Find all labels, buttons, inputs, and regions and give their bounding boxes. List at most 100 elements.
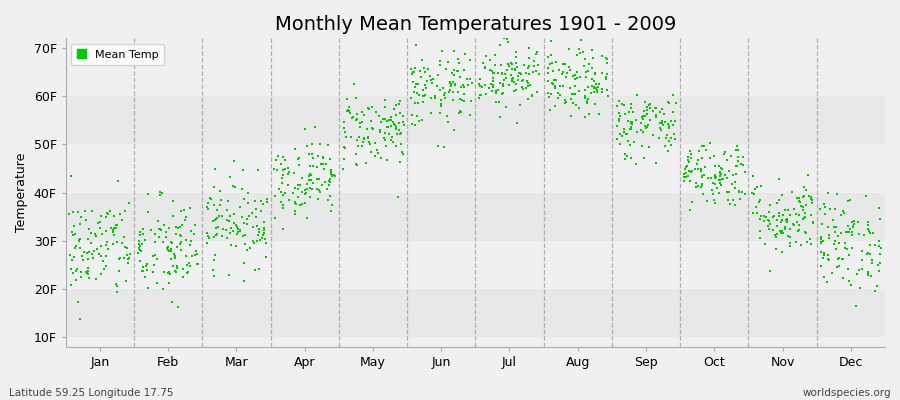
- Point: [830, 191, 844, 198]
- Point: [353, 120, 367, 126]
- Point: [797, 214, 812, 220]
- Point: [248, 214, 263, 220]
- Point: [458, 51, 473, 58]
- Point: [173, 224, 187, 230]
- Point: [839, 228, 853, 235]
- Point: [508, 54, 523, 60]
- Point: [368, 109, 382, 115]
- Point: [361, 105, 375, 112]
- Point: [251, 228, 266, 235]
- Point: [691, 157, 706, 163]
- Point: [107, 213, 122, 219]
- Point: [704, 174, 718, 181]
- Point: [634, 120, 648, 126]
- Point: [778, 217, 793, 224]
- Point: [814, 240, 829, 246]
- Point: [499, 104, 513, 110]
- Point: [522, 70, 536, 77]
- Point: [164, 256, 178, 262]
- Point: [367, 153, 382, 159]
- Point: [591, 111, 606, 117]
- Bar: [66, 48, 885, 96]
- Point: [446, 72, 461, 78]
- Point: [101, 211, 115, 218]
- Point: [500, 36, 515, 42]
- Point: [166, 251, 181, 257]
- Point: [483, 80, 498, 87]
- Point: [634, 127, 648, 134]
- Point: [834, 256, 849, 262]
- Point: [746, 210, 760, 216]
- Point: [640, 103, 654, 110]
- Point: [735, 162, 750, 168]
- Point: [78, 268, 93, 275]
- Point: [558, 60, 572, 67]
- Point: [89, 276, 104, 282]
- Point: [220, 216, 234, 223]
- Point: [236, 167, 250, 173]
- Point: [444, 80, 458, 86]
- Point: [286, 190, 301, 196]
- Point: [409, 81, 423, 87]
- Point: [752, 235, 767, 241]
- Point: [288, 200, 302, 206]
- Point: [188, 222, 202, 228]
- Point: [598, 74, 613, 81]
- Point: [695, 172, 709, 179]
- Point: [417, 65, 431, 72]
- Point: [232, 204, 247, 211]
- Point: [845, 232, 859, 238]
- Point: [724, 153, 738, 160]
- Point: [802, 193, 816, 200]
- Point: [578, 93, 592, 100]
- Point: [526, 68, 540, 75]
- Point: [393, 110, 408, 116]
- Point: [706, 187, 720, 193]
- Point: [140, 285, 155, 291]
- Point: [556, 61, 571, 68]
- Point: [372, 149, 386, 156]
- Point: [464, 76, 478, 82]
- Point: [668, 136, 682, 142]
- Point: [815, 254, 830, 261]
- Point: [446, 79, 460, 85]
- Point: [131, 238, 146, 245]
- Point: [389, 126, 403, 133]
- Point: [408, 84, 422, 90]
- Point: [324, 169, 338, 176]
- Point: [590, 87, 604, 94]
- Point: [260, 199, 274, 205]
- Point: [388, 122, 402, 128]
- Point: [384, 123, 399, 129]
- Point: [140, 266, 154, 273]
- Point: [206, 202, 220, 208]
- Point: [706, 153, 721, 159]
- Point: [585, 76, 599, 82]
- Point: [230, 224, 244, 230]
- Point: [486, 78, 500, 84]
- Point: [721, 197, 735, 203]
- Point: [698, 164, 712, 170]
- Point: [302, 194, 317, 200]
- Point: [716, 151, 731, 158]
- Point: [349, 117, 364, 124]
- Point: [311, 153, 326, 159]
- Point: [708, 174, 723, 180]
- Point: [298, 126, 312, 132]
- Point: [396, 113, 410, 119]
- Point: [63, 252, 77, 258]
- Point: [66, 208, 80, 215]
- Point: [276, 192, 291, 198]
- Point: [384, 134, 399, 140]
- Point: [77, 208, 92, 214]
- Point: [136, 226, 150, 232]
- Point: [305, 151, 320, 157]
- Point: [865, 260, 879, 266]
- Point: [415, 57, 429, 63]
- Point: [215, 232, 230, 239]
- Point: [227, 210, 241, 217]
- Point: [501, 38, 516, 45]
- Point: [832, 254, 846, 261]
- Point: [489, 98, 503, 105]
- Point: [387, 106, 401, 112]
